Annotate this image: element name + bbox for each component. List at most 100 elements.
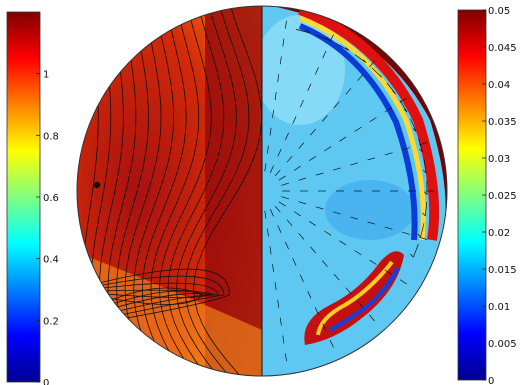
flow-arrow bbox=[422, 201, 428, 217]
right-colorbar-fill bbox=[457, 9, 487, 381]
contour-line bbox=[176, 6, 237, 376]
contour-line bbox=[184, 6, 250, 376]
right-colorbar-ticks: 0 0.005 0.01 0.015 0.02 0.025 0.03 0.035 0.04 0.0… bbox=[482, 6, 517, 385]
contour-line bbox=[133, 6, 175, 376]
flow-arrow bbox=[417, 223, 425, 238]
right-colorbar-tick-label: 0.05 bbox=[488, 6, 510, 17]
right-colorbar-tick-label: 0.01 bbox=[488, 302, 510, 313]
flow-arrow bbox=[274, 282, 277, 291]
flow-arrow bbox=[357, 301, 364, 308]
flow-arrow bbox=[308, 221, 316, 226]
flow-arrow bbox=[298, 233, 305, 240]
flow-arrow bbox=[293, 211, 301, 217]
flow-arrow bbox=[267, 145, 269, 154]
flow-arrow bbox=[272, 109, 275, 118]
flow-arrow bbox=[339, 136, 347, 142]
flow-arrow bbox=[401, 147, 410, 151]
flow-arrow bbox=[284, 20, 287, 29]
left-colorbar-tick-label: 0.6 bbox=[43, 193, 59, 204]
flow-arrow bbox=[298, 177, 307, 181]
flow-arrow bbox=[269, 209, 274, 217]
flow-arrow bbox=[367, 157, 376, 161]
right-colorbar-tick-label: 0.03 bbox=[488, 154, 510, 165]
right-colorbar-tick-label: 0.04 bbox=[488, 80, 510, 91]
flow-arrow bbox=[307, 290, 312, 299]
flow-arrow bbox=[329, 34, 334, 42]
flow-arrow bbox=[321, 115, 328, 122]
flow-arrow bbox=[269, 165, 274, 173]
flow-arrow bbox=[345, 87, 352, 95]
flow-arrow bbox=[279, 56, 282, 65]
flow-arrow bbox=[401, 231, 410, 235]
flow-arrow bbox=[339, 240, 347, 246]
flow-arrow bbox=[369, 259, 377, 265]
flow-arrow bbox=[292, 116, 297, 124]
flow-arrow bbox=[299, 274, 304, 283]
flow-arrow bbox=[350, 162, 359, 166]
flow-arrow bbox=[264, 210, 267, 219]
right-half-field bbox=[262, 6, 447, 376]
flow-arrow bbox=[384, 269, 392, 275]
contour-line bbox=[193, 6, 262, 376]
flow-arrow bbox=[281, 196, 290, 200]
flow-arrow bbox=[295, 29, 310, 34]
flow-arrow bbox=[314, 67, 319, 75]
flow-arrow bbox=[314, 307, 319, 315]
contour-line bbox=[99, 287, 203, 306]
flow-arrow bbox=[278, 201, 286, 207]
right-field-blob-mid bbox=[325, 180, 415, 240]
flow-arrow bbox=[386, 82, 396, 95]
flow-arrow bbox=[299, 99, 304, 108]
flow-arrow bbox=[292, 258, 297, 266]
flow-arrow bbox=[369, 60, 375, 68]
right-field-blob-upper bbox=[262, 15, 345, 125]
flow-arrow bbox=[354, 54, 367, 64]
flow-arrow bbox=[310, 128, 316, 136]
flow-arrow bbox=[333, 273, 340, 281]
flow-arrow bbox=[332, 211, 341, 215]
flow-arrow bbox=[422, 159, 427, 174]
flow-arrow bbox=[274, 169, 281, 177]
disk-outline bbox=[76, 5, 448, 377]
flow-arrow bbox=[384, 226, 393, 230]
flow-arrow bbox=[298, 201, 307, 205]
left-half-field bbox=[77, 6, 262, 376]
flow-arrow bbox=[367, 221, 376, 225]
right-colorbar-tick-label: 0.025 bbox=[488, 191, 517, 202]
flow-arrow bbox=[293, 165, 301, 171]
contour-line bbox=[99, 268, 230, 324]
outer-jet-yellow bbox=[299, 15, 426, 241]
flow-arrow bbox=[307, 83, 312, 92]
flow-arrow bbox=[324, 230, 332, 236]
contour-line bbox=[167, 6, 225, 376]
right-colorbar-tick-label: 0.045 bbox=[488, 43, 517, 54]
flow-arrow bbox=[321, 260, 328, 267]
flow-arrow bbox=[267, 228, 269, 237]
disk-plot bbox=[77, 6, 447, 376]
flow-arrow bbox=[284, 132, 289, 141]
flow-arrow bbox=[371, 67, 383, 78]
right-colorbar-tick-label: 0.02 bbox=[488, 228, 510, 239]
flow-arrow bbox=[354, 250, 362, 256]
flow-arrow bbox=[322, 50, 327, 59]
flow-arrow bbox=[336, 43, 349, 51]
flow-arrow bbox=[399, 279, 407, 285]
flow-arrow bbox=[384, 152, 393, 156]
flow-arrow bbox=[399, 99, 408, 113]
flow-arrow bbox=[278, 175, 286, 181]
flow-arrow bbox=[322, 323, 327, 332]
lower-jet-blue bbox=[329, 267, 400, 332]
left-colorbar-tick-label: 0.8 bbox=[43, 131, 59, 142]
flow-arrow bbox=[315, 172, 324, 176]
right-colorbar: 0 0.005 0.01 0.015 0.02 0.025 0.03 0.035 0.04 0.0… bbox=[457, 6, 517, 385]
flow-arrow bbox=[410, 243, 419, 258]
flow-arrow bbox=[315, 206, 324, 210]
left-colorbar-tick-label: 1 bbox=[43, 70, 49, 81]
right-colorbar-tick-label: 0 bbox=[488, 376, 494, 385]
flow-arrow bbox=[274, 91, 277, 100]
flow-arrow bbox=[423, 180, 428, 195]
flow-arrow bbox=[357, 74, 364, 81]
contour-line bbox=[158, 6, 212, 376]
right-colorbar-tick-label: 0.005 bbox=[488, 339, 517, 350]
